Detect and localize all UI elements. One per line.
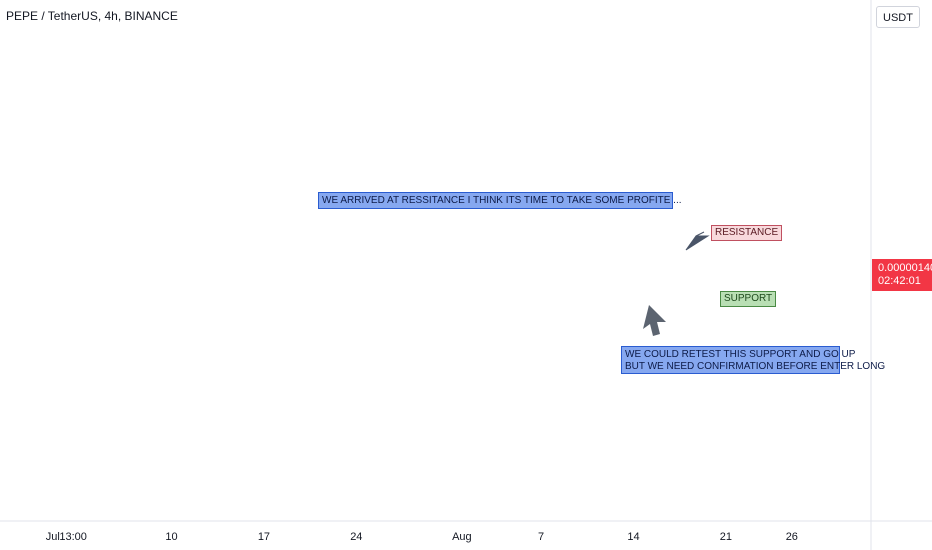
bottom-note[interactable]: WE COULD RETEST THIS SUPPORT AND GO UP B…: [621, 346, 886, 374]
x-tick-label: Aug: [452, 531, 472, 543]
last-price-value: 0.00000140: [878, 262, 932, 274]
top-note[interactable]: WE ARRIVED AT RESSITANCE I THINK ITS TIM…: [318, 192, 682, 209]
bottom-note-line1: WE COULD RETEST THIS SUPPORT AND GO UP: [625, 349, 856, 360]
resistance-label[interactable]: RESISTANCE: [711, 225, 783, 241]
support-label[interactable]: SUPPORT: [720, 291, 777, 307]
x-tick-label: 21: [720, 531, 732, 543]
last-price-countdown: 02:42:01: [878, 275, 921, 287]
x-tick-label: 24: [350, 531, 362, 543]
last-price-tag: 0.00000140 02:42:01: [872, 259, 932, 291]
x-tick-label: 13:00: [59, 531, 87, 543]
x-tick-label: 10: [165, 531, 177, 543]
x-tick-label: 17: [258, 531, 270, 543]
x-tick-label: 26: [786, 531, 798, 543]
x-tick-label: 14: [627, 531, 639, 543]
currency-button[interactable]: USDT: [876, 6, 920, 28]
bottom-note-line2: BUT WE NEED CONFIRMATION BEFORE ENTER LO…: [625, 361, 886, 372]
arrow-resistance: [685, 231, 710, 251]
x-tick-label: 7: [538, 531, 544, 543]
x-tick-label: Jul: [46, 531, 60, 543]
arrow-support: [643, 305, 666, 336]
symbol-title: PEPE / TetherUS, 4h, BINANCE: [6, 9, 178, 23]
overlay: [643, 231, 710, 336]
